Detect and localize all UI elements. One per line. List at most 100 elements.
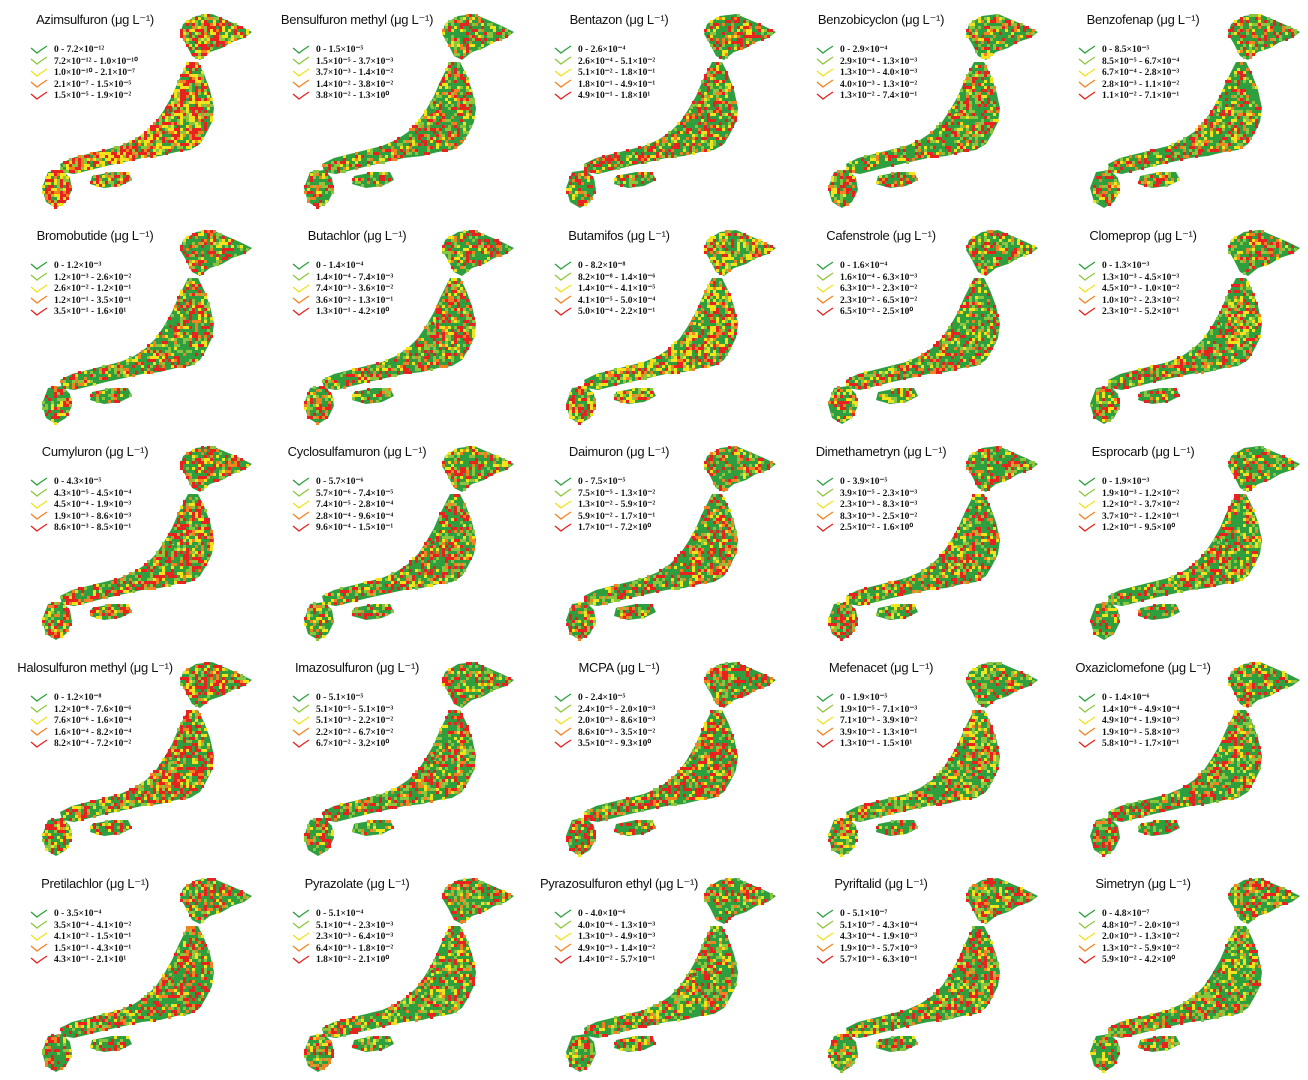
map-cell [198, 104, 201, 107]
map-cell [120, 155, 123, 158]
map-cell [418, 347, 421, 350]
map-cell [710, 236, 713, 239]
map-cell [701, 116, 704, 119]
map-cell [180, 107, 183, 110]
map-cell [990, 233, 993, 236]
map-cell [731, 17, 734, 20]
map-cell [1267, 23, 1270, 26]
map-cell [638, 391, 641, 394]
map-cell [879, 181, 882, 184]
map-cell [48, 197, 51, 200]
map-cell [174, 365, 177, 368]
map-cell [1279, 23, 1282, 26]
map-cell [180, 83, 183, 86]
map-cell [1105, 200, 1108, 203]
map-cell [1234, 80, 1237, 83]
map-cell [120, 365, 123, 368]
map-cell [725, 56, 728, 59]
map-cell [707, 128, 710, 131]
map-cell [75, 374, 78, 377]
map-cell [987, 308, 990, 311]
map-cell [620, 161, 623, 164]
map-cell [168, 113, 171, 116]
map-cell [704, 131, 707, 134]
map-cell [421, 125, 424, 128]
map-cell [1267, 29, 1270, 32]
map-cell [108, 394, 111, 397]
map-cell [626, 365, 629, 368]
map-cell [460, 326, 463, 329]
map-cell [427, 332, 430, 335]
map-cell [180, 335, 183, 338]
map-cell [457, 53, 460, 56]
map-cell [993, 86, 996, 89]
map-cell [996, 320, 999, 323]
map-cell [186, 29, 189, 32]
map-cell [725, 323, 728, 326]
map-cell [704, 251, 707, 254]
map-cell [749, 23, 752, 26]
map-cell [364, 377, 367, 380]
map-cell [451, 239, 454, 242]
legend-swatch-icon [292, 79, 310, 89]
map-cell [478, 260, 481, 263]
map-cell [945, 344, 948, 347]
map-cell [993, 242, 996, 245]
map-cell [707, 314, 710, 317]
map-cell [900, 175, 903, 178]
honshu-island [1108, 62, 1262, 174]
map-cell [882, 181, 885, 184]
map-cell [960, 110, 963, 113]
map-cell [165, 341, 168, 344]
map-cell [1165, 161, 1168, 164]
map-cell [439, 128, 442, 131]
map-cell [195, 254, 198, 257]
map-cell [186, 95, 189, 98]
map-title: Benzobicyclon (μg L⁻¹) [817, 12, 945, 27]
map-cell [114, 400, 117, 403]
legend-label: 3.5×10⁻¹ - 1.6×10¹ [54, 307, 127, 318]
map-cell [698, 107, 701, 110]
map-cell [427, 146, 430, 149]
map-cell [978, 134, 981, 137]
map-cell [969, 338, 972, 341]
map-cell [1240, 50, 1243, 53]
map-cell [1222, 110, 1225, 113]
map-cell [325, 407, 328, 410]
map-cell [987, 251, 990, 254]
map-cell [1011, 23, 1014, 26]
map-cell [752, 32, 755, 35]
map-cell [707, 68, 710, 71]
map-cell [999, 41, 1002, 44]
map-cell [683, 356, 686, 359]
map-cell [433, 113, 436, 116]
map-cell [72, 158, 75, 161]
map-cell [960, 104, 963, 107]
map-cell [963, 113, 966, 116]
map-cell [442, 320, 445, 323]
map-cell [963, 83, 966, 86]
map-cell [457, 299, 460, 302]
map-cell [174, 140, 177, 143]
map-cell [144, 371, 147, 374]
map-cell [469, 326, 472, 329]
map-cell [1240, 47, 1243, 50]
map-cell [186, 71, 189, 74]
map-cell [427, 329, 430, 332]
map-cell [1282, 29, 1285, 32]
map-cell [406, 356, 409, 359]
legend-swatch-icon [30, 272, 48, 282]
map-cell [725, 320, 728, 323]
map-cell [975, 281, 978, 284]
map-cell [966, 341, 969, 344]
map-cell [966, 101, 969, 104]
map-cell [463, 320, 466, 323]
map-cell [439, 341, 442, 344]
map-cell [466, 38, 469, 41]
map-cell [725, 50, 728, 53]
map-cell [421, 116, 424, 119]
map-cell [322, 416, 325, 419]
map-cell [201, 272, 204, 275]
map-cell [463, 344, 466, 347]
map-cell [635, 181, 638, 184]
